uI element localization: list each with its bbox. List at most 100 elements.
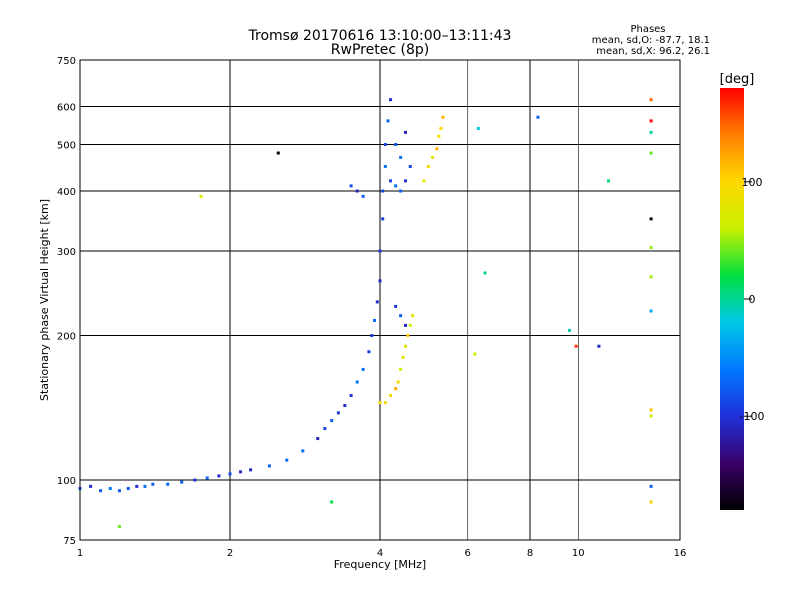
data-point — [386, 119, 390, 123]
data-point — [381, 189, 385, 193]
data-point — [249, 468, 253, 472]
data-point — [316, 437, 320, 441]
y-tick-label: 300 — [57, 247, 76, 258]
data-point — [361, 194, 365, 198]
data-point — [355, 380, 359, 384]
colorbar: [deg] 100 0 -100 — [720, 72, 765, 510]
data-point — [403, 323, 407, 327]
data-point — [367, 350, 371, 354]
data-point — [135, 484, 139, 488]
data-point — [435, 147, 439, 151]
x-tick-label: 1 — [77, 548, 83, 559]
data-point — [383, 164, 387, 168]
data-point — [378, 249, 382, 253]
data-points — [78, 98, 653, 529]
data-point — [403, 179, 407, 183]
data-point — [431, 155, 435, 159]
colorbar-label: [deg] — [720, 72, 755, 87]
colorbar-tick-label: 100 — [742, 176, 763, 189]
data-point — [607, 179, 611, 183]
data-point — [649, 98, 653, 102]
data-point — [401, 355, 405, 359]
data-point — [649, 500, 653, 504]
data-point — [166, 482, 170, 486]
chart-title: Tromsø 20170616 13:10:00–13:11:43 — [248, 28, 512, 44]
data-point — [649, 408, 653, 412]
data-point — [205, 476, 209, 480]
data-point — [361, 367, 365, 371]
data-point — [143, 484, 147, 488]
data-point — [394, 387, 398, 391]
data-point — [349, 184, 353, 188]
data-point — [108, 487, 112, 491]
grid — [80, 60, 680, 540]
data-point — [649, 414, 653, 418]
data-point — [422, 179, 426, 183]
x-tick-label: 4 — [377, 548, 383, 559]
chart-subtitle: RwPretec (8p) — [331, 42, 429, 58]
data-point — [330, 419, 334, 423]
data-point — [649, 246, 653, 250]
data-point — [441, 115, 445, 119]
stats-header: Phases — [630, 24, 665, 35]
data-point — [399, 314, 403, 318]
data-point — [217, 474, 221, 478]
colorbar-gradient — [720, 88, 744, 510]
data-point — [276, 151, 280, 155]
data-point — [373, 318, 377, 322]
data-point — [437, 134, 441, 138]
data-point — [389, 179, 393, 183]
y-tick-label: 75 — [63, 536, 76, 547]
data-point — [336, 411, 340, 415]
data-point — [193, 478, 197, 482]
data-point — [383, 401, 387, 405]
data-point — [399, 367, 403, 371]
y-tick-label: 600 — [57, 103, 76, 114]
data-point — [483, 271, 487, 275]
data-point — [389, 394, 393, 398]
data-point — [649, 275, 653, 279]
y-tick-label: 750 — [57, 56, 76, 67]
data-point — [285, 458, 289, 462]
colorbar-ticks: 100 0 -100 — [740, 176, 765, 423]
data-point — [239, 470, 243, 474]
data-point — [574, 344, 578, 348]
data-point — [408, 164, 412, 168]
x-axis-ticks: 1 2 4 6 8 10 16 — [77, 548, 687, 559]
data-point — [567, 328, 571, 332]
x-axis-label: Frequency [MHz] — [334, 558, 426, 571]
data-point — [323, 427, 327, 431]
y-tick-label: 400 — [57, 187, 76, 198]
data-point — [330, 500, 334, 504]
stats-line-x: mean, sd,X: 96.2, 26.1 — [596, 46, 710, 57]
data-point — [597, 344, 601, 348]
x-tick-label: 16 — [674, 548, 687, 559]
data-point — [378, 279, 382, 283]
data-point — [199, 194, 203, 198]
data-point — [117, 525, 121, 529]
y-tick-label: 100 — [57, 476, 76, 487]
data-point — [399, 155, 403, 159]
data-point — [389, 98, 393, 102]
data-point — [439, 126, 443, 130]
y-axis-ticks: 75 100 200 300 400 500 600 750 — [57, 56, 76, 547]
y-tick-label: 500 — [57, 141, 76, 152]
stats-line-o: mean, sd,O: -87.7, 18.1 — [592, 35, 710, 46]
data-point — [355, 189, 359, 193]
data-point — [394, 143, 398, 147]
colorbar-tick-label: 0 — [749, 293, 756, 306]
data-point — [151, 482, 155, 486]
data-point — [228, 472, 232, 476]
data-point — [649, 151, 653, 155]
data-point — [375, 300, 379, 304]
data-point — [126, 487, 130, 491]
data-point — [406, 334, 410, 338]
data-point — [536, 115, 540, 119]
data-point — [473, 352, 477, 356]
data-point — [403, 130, 407, 134]
data-point — [649, 217, 653, 221]
data-point — [383, 143, 387, 147]
x-tick-label: 10 — [572, 548, 585, 559]
